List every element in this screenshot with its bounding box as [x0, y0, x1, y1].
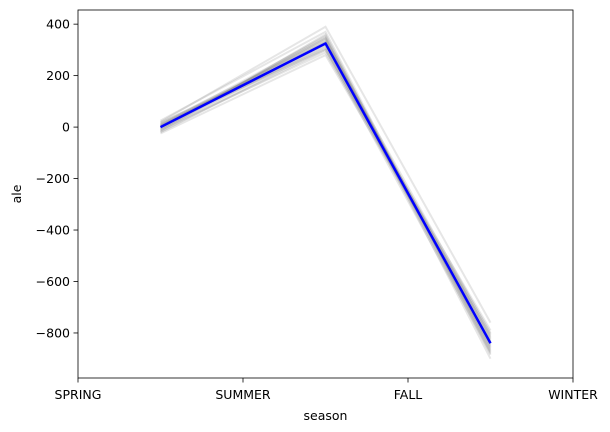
y-tick-label: −600: [36, 274, 70, 289]
bootstrap-line-6: [160, 51, 492, 334]
x-tick-label-winter: WINTER: [548, 387, 598, 402]
y-axis-title: ale: [9, 184, 24, 203]
y-tick-label: −200: [36, 171, 70, 186]
y-tick-label: 0: [62, 120, 70, 135]
y-tick-label: −800: [36, 325, 70, 340]
y-tick-label: −400: [36, 223, 70, 238]
bootstrap-line-17: [160, 48, 492, 353]
x-tick-label-fall: FALL: [394, 387, 423, 402]
bootstrap-line-12: [160, 43, 492, 347]
bootstrap-line-4: [160, 25, 492, 324]
ale-main-line: [159, 42, 492, 344]
bootstrap-line-2: [160, 40, 492, 339]
bootstrap-line-11: [160, 35, 492, 356]
y-axis-ticks: 400 200 0 −200 −400 −600 −800: [36, 17, 78, 340]
x-axis-ticks: SPRING SUMMER FALL WINTER: [55, 378, 598, 402]
x-tick-label-spring: SPRING: [55, 387, 102, 402]
y-tick-label: 400: [46, 17, 70, 32]
y-tick-label: 200: [46, 68, 70, 83]
plot-frame: [77, 9, 574, 379]
bootstrap-line-15: [160, 34, 492, 351]
bootstrap-line-3: [160, 45, 492, 349]
bootstrap-line-10: [160, 53, 492, 337]
bootstrap-line-1: [159, 33, 492, 355]
bootstrap-line-18: [160, 42, 492, 338]
main-line-group: [159, 42, 492, 344]
bootstrap-line-9: [160, 30, 492, 352]
bootstrap-line-7: [160, 39, 492, 346]
bootstrap-line-16: [160, 40, 492, 340]
bootstrap-line-5: [160, 36, 492, 360]
bootstrap-line-8: [160, 44, 492, 342]
bootstrap-line-0: [160, 48, 492, 331]
x-axis-title: season: [304, 408, 348, 423]
bootstrap-line-13: [160, 38, 492, 335]
x-tick-label-summer: SUMMER: [215, 387, 271, 402]
bootstrap-lines: [159, 25, 492, 360]
bootstrap-line-19: [160, 36, 492, 348]
